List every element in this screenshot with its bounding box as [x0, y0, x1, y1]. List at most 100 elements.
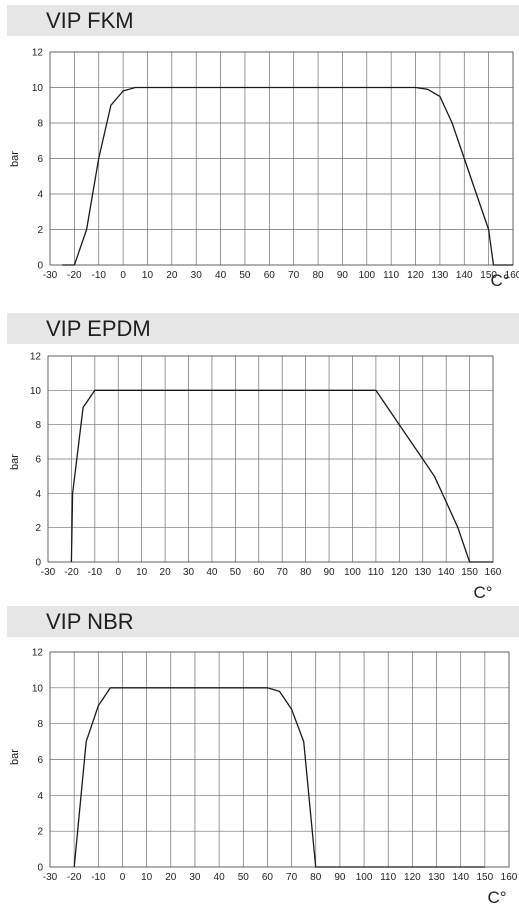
x-tick-label: 150 — [461, 567, 478, 578]
x-tick-label: -10 — [92, 270, 107, 281]
x-tick-label: -20 — [64, 567, 79, 578]
x-tick-label: 140 — [456, 270, 473, 281]
chart-title: VIP FKM — [46, 8, 134, 33]
x-tick-label: 120 — [404, 872, 421, 883]
grid — [49, 651, 510, 868]
x-tick-label: 40 — [215, 270, 227, 281]
x-tick-label: 80 — [312, 270, 324, 281]
chart-header: VIP FKM — [7, 5, 519, 36]
x-tick-label: 110 — [383, 270, 399, 281]
y-tick-label: 8 — [37, 719, 43, 730]
series-line — [73, 687, 485, 868]
y-tick-label: 8 — [35, 420, 41, 431]
chart-epdm: -30 -20 -10 0 10 20 30 40 50 60 70 80 90 100 110 120 130… — [9, 352, 502, 603]
y-tick-label: 4 — [37, 791, 43, 802]
y-axis-label: bar — [9, 151, 21, 167]
y-tick-label: 10 — [32, 83, 44, 94]
series-line — [62, 86, 513, 266]
x-tick-label: 130 — [432, 270, 449, 281]
x-tick-label: 0 — [120, 270, 126, 281]
x-tick-label: 0 — [120, 872, 126, 883]
x-tick-label: 90 — [323, 567, 335, 578]
x-tick-label: -10 — [91, 872, 106, 883]
y-tick-label: 4 — [35, 489, 41, 500]
x-tick-label: 10 — [136, 567, 148, 578]
chart-section-epdm: VIP EPDM -30 -20 -10 0 10 20 30 40 50 60 70 80 90 100… — [7, 313, 519, 603]
x-tick-label: 140 — [452, 872, 469, 883]
x-tick-label: 10 — [141, 872, 153, 883]
y-tick-label: 2 — [37, 827, 43, 838]
x-tick-label: 110 — [380, 872, 396, 883]
x-tick-label: 100 — [358, 270, 375, 281]
x-tick-label: 120 — [407, 270, 424, 281]
y-tick-label: 2 — [35, 523, 41, 534]
x-tick-label: 70 — [288, 270, 300, 281]
x-tick-label: 40 — [214, 872, 226, 883]
x-tick-label: -20 — [67, 270, 82, 281]
y-tick-label: 6 — [37, 755, 43, 766]
y-tick-label: 10 — [30, 386, 42, 397]
x-tick-label: 90 — [337, 270, 349, 281]
x-tick-label: -30 — [43, 872, 58, 883]
x-tick-label: 60 — [253, 567, 265, 578]
x-axis-label: C° — [487, 888, 506, 907]
x-tick-label: 20 — [160, 567, 172, 578]
x-axis-label: C° — [490, 271, 509, 290]
x-tick-label: 60 — [264, 270, 276, 281]
x-tick-label: 80 — [300, 567, 312, 578]
x-tick-label: 70 — [277, 567, 289, 578]
x-tick-label: 0 — [115, 567, 121, 578]
x-tick-label: 90 — [334, 872, 346, 883]
x-tick-label: 10 — [142, 270, 154, 281]
x-tick-label: 70 — [286, 872, 298, 883]
x-tick-label: 30 — [183, 567, 195, 578]
x-tick-label: 150 — [476, 872, 493, 883]
y-tick-label: 0 — [37, 863, 43, 874]
y-tick-label: 12 — [32, 48, 44, 59]
x-tick-label: 50 — [230, 567, 242, 578]
x-tick-label: 130 — [414, 567, 431, 578]
y-axis-label: bar — [9, 749, 21, 765]
x-tick-label: -20 — [67, 872, 82, 883]
x-tick-label: 40 — [206, 567, 218, 578]
chart-fkm: -30 -20 -10 0 10 20 30 40 50 60 70 80 90 100 110 120 130… — [9, 48, 519, 291]
plot-frame — [47, 355, 494, 563]
y-tick-label: 10 — [32, 683, 44, 694]
chart-title: VIP NBR — [46, 609, 134, 634]
x-tick-label: 20 — [166, 270, 178, 281]
x-tick-label: 160 — [501, 872, 518, 883]
y-tick-label: 8 — [37, 119, 43, 130]
y-axis-label: bar — [9, 454, 21, 470]
series-line — [70, 389, 493, 563]
x-tick-label: 100 — [356, 872, 373, 883]
x-tick-label: 80 — [310, 872, 322, 883]
x-tick-label: 140 — [438, 567, 455, 578]
x-tick-label: 110 — [368, 567, 384, 578]
plot-frame — [49, 51, 514, 266]
y-tick-label: 2 — [37, 225, 43, 236]
x-tick-label: 30 — [191, 270, 203, 281]
y-tick-label: 12 — [30, 352, 42, 363]
x-tick-label: -10 — [88, 567, 103, 578]
chart-header: VIP EPDM — [7, 313, 519, 344]
x-axis-label: C° — [473, 583, 492, 602]
x-tick-label: 20 — [165, 872, 177, 883]
x-tick-label: 60 — [262, 872, 274, 883]
x-tick-label: 100 — [344, 567, 361, 578]
x-tick-label: -30 — [41, 567, 56, 578]
x-tick-label: -30 — [43, 270, 58, 281]
x-tick-label: 30 — [189, 872, 201, 883]
x-tick-label: 50 — [239, 270, 251, 281]
y-tick-label: 6 — [37, 154, 43, 165]
chart-header: VIP NBR — [7, 606, 519, 637]
x-tick-label: 160 — [505, 270, 519, 281]
x-tick-label: 120 — [391, 567, 408, 578]
x-tick-label: 130 — [428, 872, 445, 883]
y-tick-label: 0 — [35, 558, 41, 569]
chart-section-fkm: VIP FKM -30 -20 -10 0 10 20 30 40 50 60 70 80 90 100 1… — [0, 0, 519, 290]
y-tick-label: 12 — [32, 648, 44, 659]
y-tick-label: 6 — [35, 455, 41, 466]
x-tick-label: 160 — [485, 567, 502, 578]
